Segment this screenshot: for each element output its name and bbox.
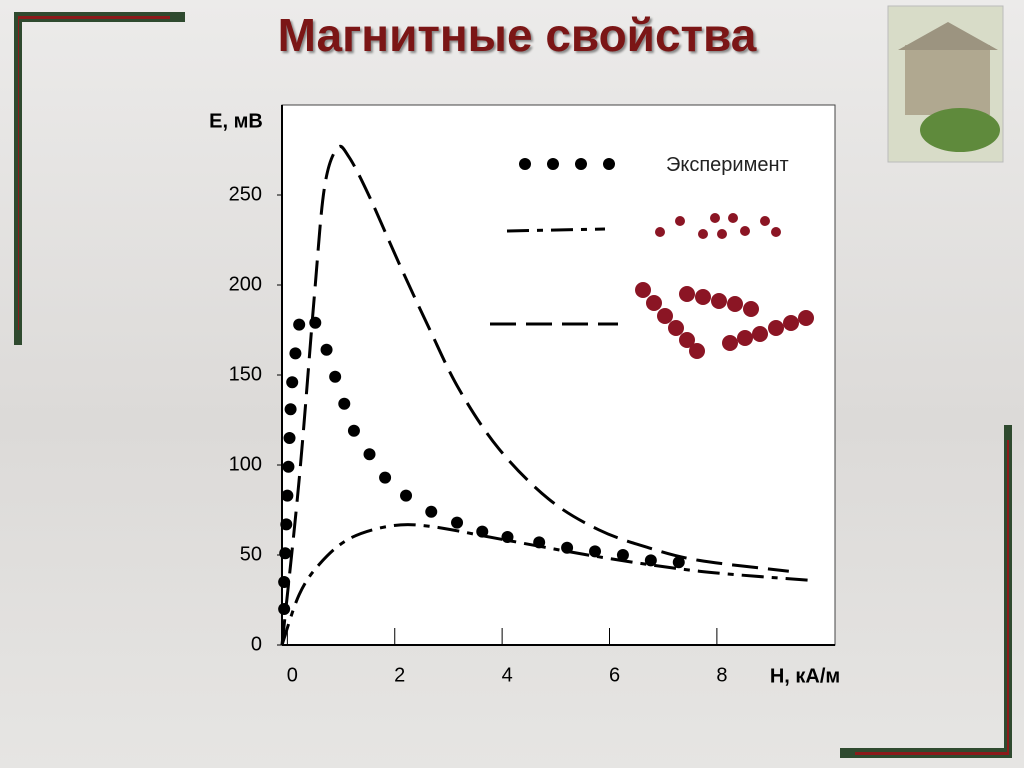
data-point xyxy=(616,549,629,561)
y-tick-label: 100 xyxy=(229,453,262,475)
frame-corner xyxy=(840,425,1012,758)
data-point xyxy=(329,370,342,383)
y-tick-label: 50 xyxy=(240,543,262,565)
data-point xyxy=(283,432,296,444)
data-point xyxy=(347,424,360,437)
photo-trees xyxy=(920,108,1000,152)
data-point xyxy=(282,460,295,473)
legend-sample-markers xyxy=(519,158,615,170)
data-point xyxy=(293,318,306,331)
data-point xyxy=(284,403,297,416)
y-tick-label: 150 xyxy=(229,363,262,385)
x-tick-label: 8 xyxy=(716,664,727,686)
x-tick-label: 4 xyxy=(502,664,513,686)
data-point xyxy=(425,505,438,518)
data-point xyxy=(279,547,292,560)
data-line xyxy=(280,523,809,646)
legend-entry: Эксперимент xyxy=(666,154,789,176)
y-axis-label: E, мВ xyxy=(209,110,263,132)
y-tick-label: 0 xyxy=(251,633,262,655)
photo-building xyxy=(905,45,990,115)
data-point xyxy=(280,518,293,531)
data-point xyxy=(476,525,489,538)
x-tick-label: 0 xyxy=(287,664,298,686)
frame-corner-accent xyxy=(18,16,170,330)
data-point xyxy=(379,471,392,484)
data-point xyxy=(363,448,376,461)
data-line xyxy=(280,144,790,646)
decor-dots xyxy=(635,213,814,359)
x-tick-label: 6 xyxy=(609,664,620,686)
frame-corner-accent xyxy=(855,440,1009,755)
slide-title: Магнитные свойства xyxy=(277,9,757,61)
data-point xyxy=(281,489,294,502)
data-point xyxy=(451,516,464,529)
x-tick-label: 2 xyxy=(394,664,405,686)
data-point xyxy=(672,556,685,569)
data-point xyxy=(400,489,413,502)
data-point xyxy=(320,343,333,356)
y-tick-label: 250 xyxy=(229,183,262,205)
photo-roof xyxy=(898,22,998,50)
legend-sample-dash-dot xyxy=(506,227,606,233)
data-point xyxy=(289,347,302,360)
y-tick-label: 200 xyxy=(229,273,262,295)
data-point xyxy=(278,603,291,615)
data-point xyxy=(286,376,299,389)
data-point xyxy=(338,397,351,410)
data-point xyxy=(589,545,602,558)
data-point xyxy=(644,554,657,567)
x-axis-label: H, кА/м xyxy=(770,665,840,687)
